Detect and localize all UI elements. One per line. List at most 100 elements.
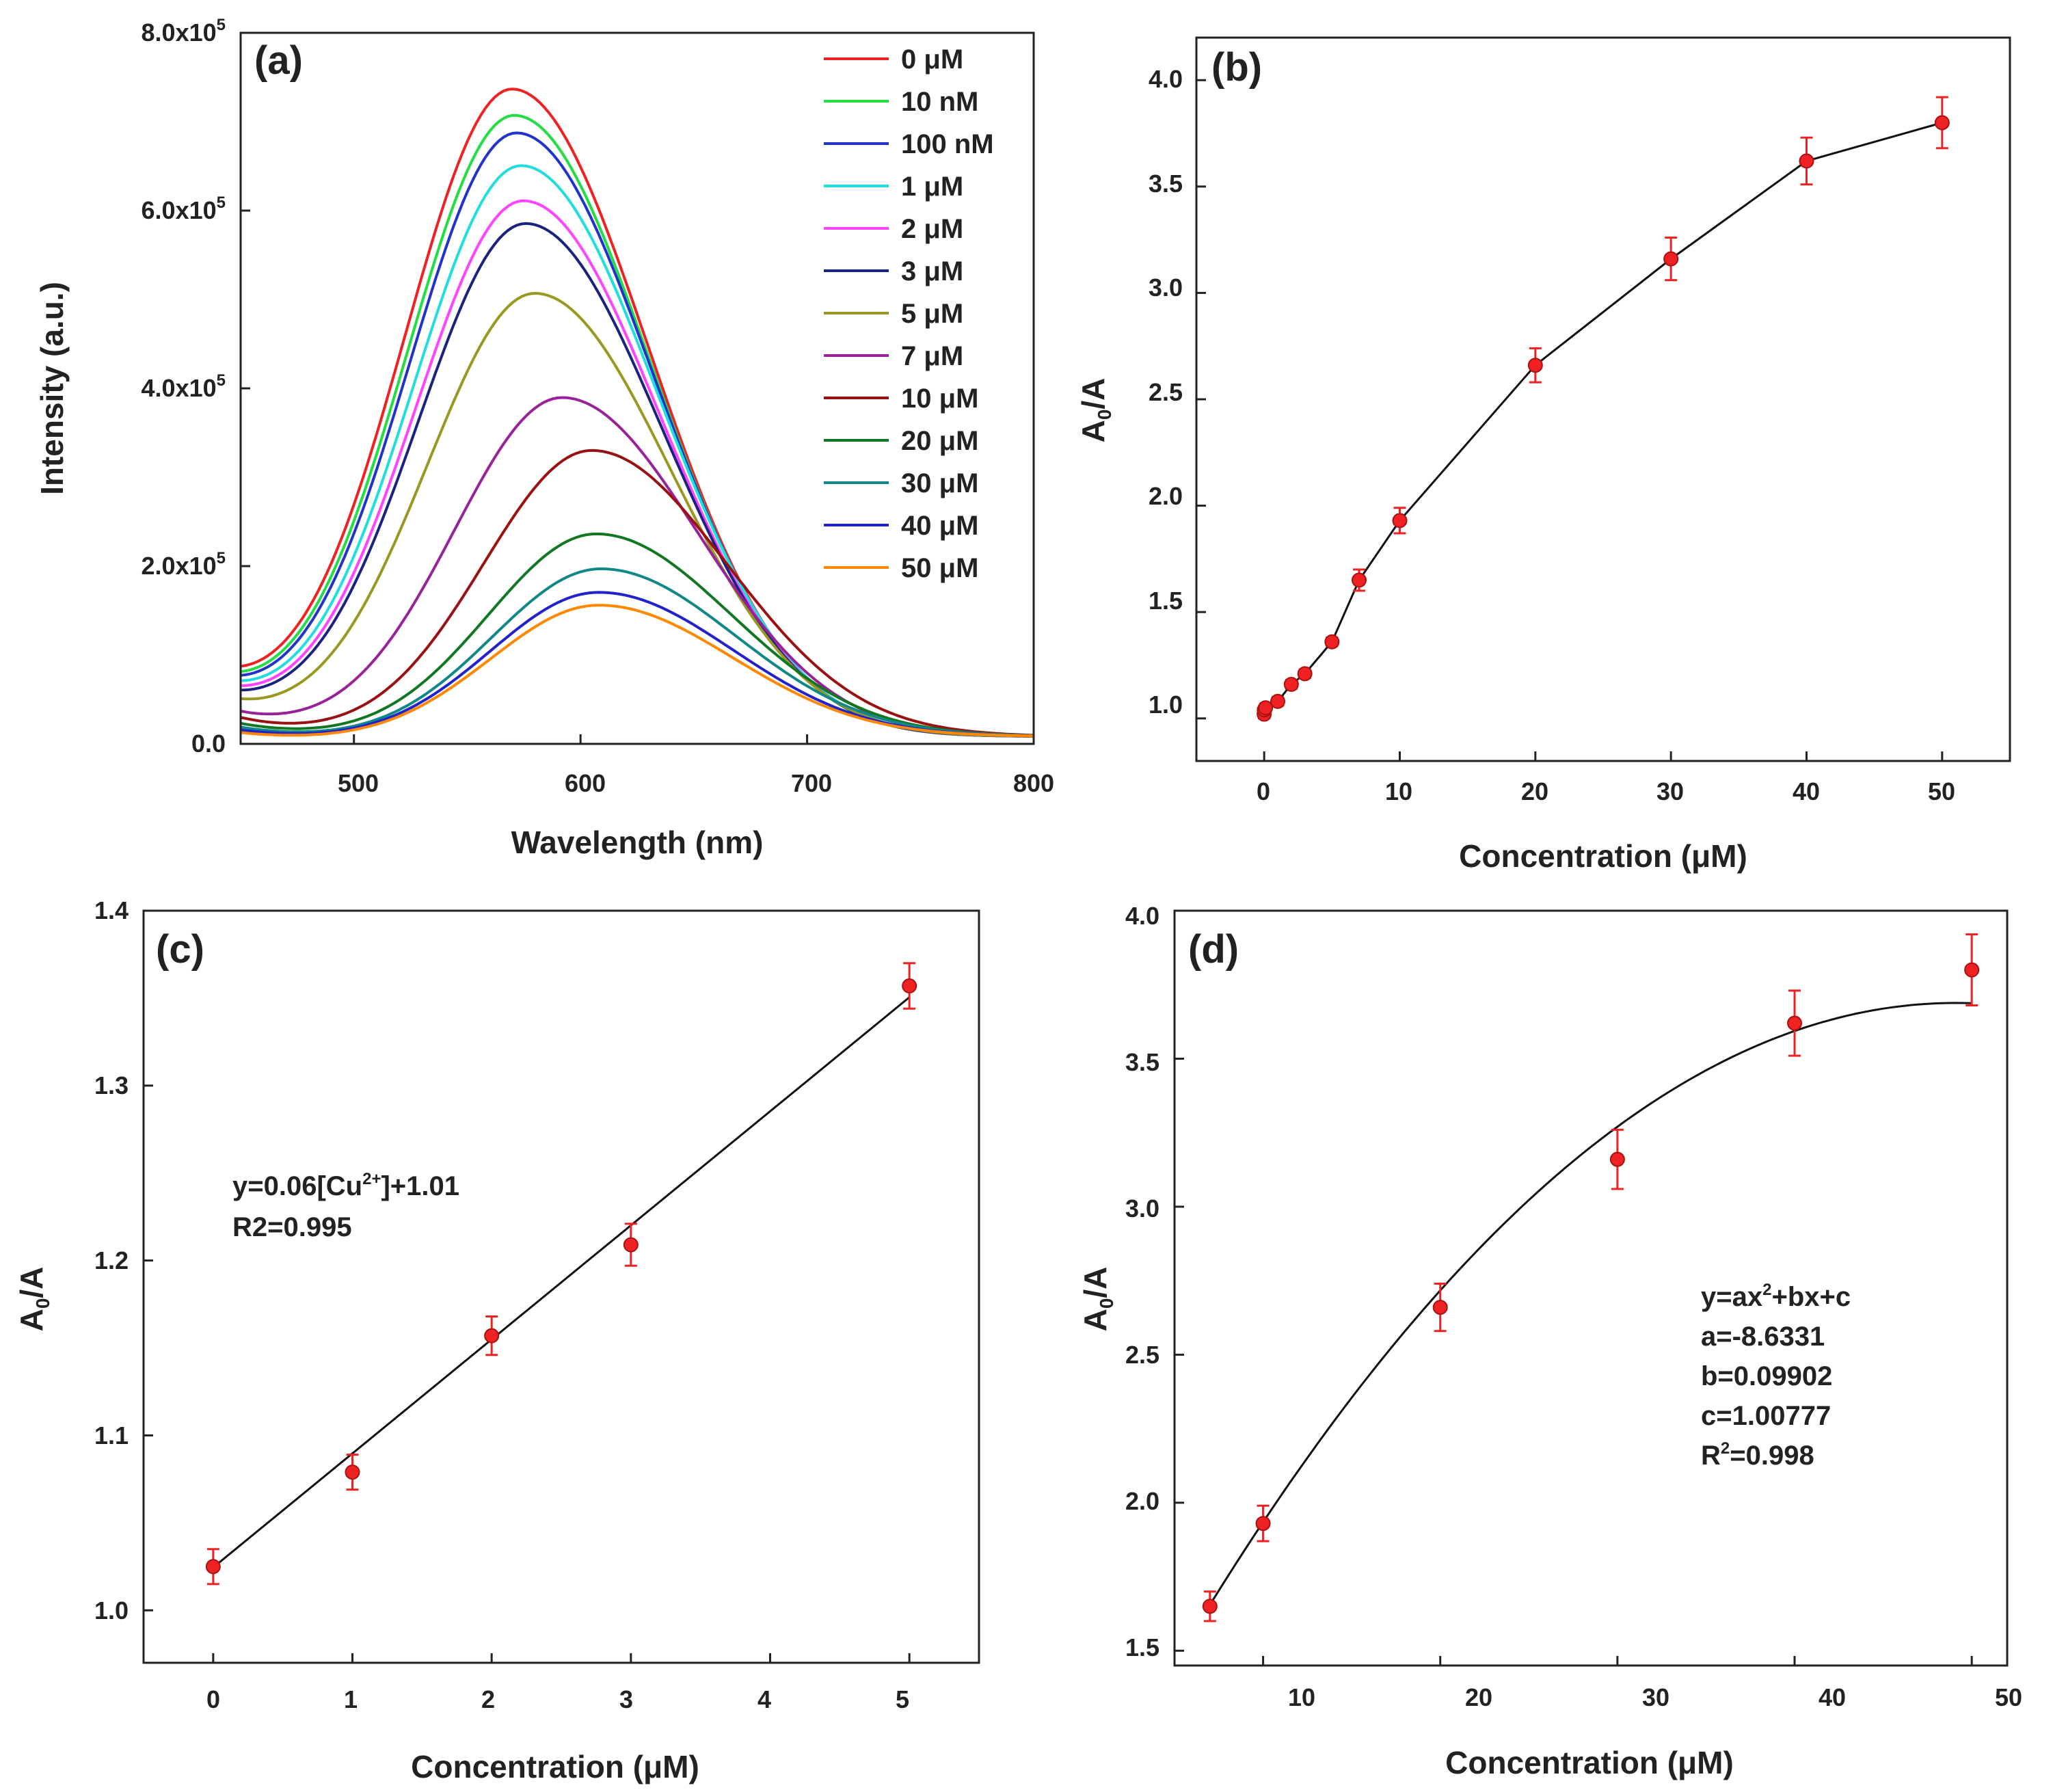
b-x-axis-label: Concentration (μM) (1459, 838, 1747, 874)
b-y-tick-label: 3.0 (1149, 273, 1183, 302)
legend-label: 40 μM (901, 511, 978, 541)
d-data-point (1787, 1015, 1803, 1031)
a-curves (240, 88, 1034, 738)
c-plot-frame (142, 909, 980, 1664)
b-y-tick-label: 1.0 (1149, 691, 1183, 719)
b-panel-label: (b) (1211, 45, 1262, 90)
c-x-tick-label: 3 (619, 1685, 633, 1713)
a-y-tick-label: 8.0x105 (142, 16, 226, 46)
panel-c: (c) Concentration (μM) A0/A y=0.06[Cu2+]… (14, 896, 980, 1784)
d-marks (1202, 933, 1980, 1622)
b-ticks (1196, 79, 1944, 761)
legend-label: 2 μM (901, 214, 963, 244)
d-fit-a: a=-8.6331 (1701, 1322, 1825, 1352)
d-fit-equation: y=ax2+bx+c (1701, 1281, 1851, 1312)
c-y-tick-label: 1.4 (94, 896, 129, 924)
c-x-tick-label: 2 (481, 1685, 495, 1713)
b-y-tick-label: 1.5 (1149, 587, 1183, 615)
legend-label: 1 μM (901, 172, 963, 202)
a-ticks (241, 31, 1035, 745)
b-data-point (1297, 666, 1313, 682)
c-data-point (623, 1237, 639, 1253)
legend-label: 20 μM (901, 426, 978, 456)
legend-label: 0 μM (901, 44, 963, 75)
b-data-point (1527, 358, 1543, 373)
b-data-point (1258, 700, 1274, 716)
b-data-point (1324, 634, 1340, 650)
c-panel-label: (c) (156, 927, 204, 972)
c-marks (205, 962, 917, 1586)
b-data-point (1283, 676, 1299, 692)
c-data-point (484, 1328, 500, 1343)
d-data-point (1964, 962, 1980, 978)
a-x-tick-label: 500 (338, 769, 379, 797)
c-x-tick-label: 5 (896, 1685, 909, 1713)
legend-label: 10 μM (901, 384, 978, 414)
b-x-tick-label: 10 (1385, 777, 1412, 805)
d-x-tick-label: 30 (1642, 1683, 1669, 1711)
d-y-tick-label: 1.5 (1125, 1633, 1159, 1661)
a-panel-label: (a) (254, 38, 303, 83)
legend-label: 5 μM (901, 299, 963, 329)
spectrum-line (240, 567, 1034, 737)
a-y-tick-label: 2.0x105 (142, 549, 226, 580)
legend-label: 30 μM (901, 468, 978, 498)
b-x-tick-label: 50 (1928, 777, 1955, 805)
d-y-tick-label: 2.0 (1125, 1487, 1159, 1515)
c-y-axis-label: A0/A (14, 1267, 53, 1332)
panel-a: (a) Wavelength (nm) Intensity (a.u.) 500… (34, 16, 1054, 860)
d-fit-b: b=0.09902 (1701, 1361, 1832, 1391)
b-marks (1257, 96, 1950, 722)
c-data-point (902, 978, 917, 993)
c-x-axis-label: Concentration (μM) (411, 1749, 699, 1784)
legend-label: 3 μM (901, 256, 963, 286)
b-data-point (1352, 572, 1367, 588)
d-y-tick-label: 3.0 (1125, 1194, 1159, 1222)
d-plot-frame (1173, 909, 2009, 1667)
spectrum-line (240, 604, 1034, 738)
c-fit-r2: R2=0.995 (232, 1212, 352, 1242)
c-y-tick-label: 1.0 (94, 1596, 129, 1624)
legend-label: 100 nM (901, 129, 994, 159)
c-data-point (345, 1465, 360, 1480)
d-fit-c: c=1.00777 (1701, 1401, 1831, 1431)
a-y-axis-label: Intensity (a.u.) (34, 282, 70, 495)
c-y-tick-label: 1.1 (94, 1421, 129, 1449)
legend-label: 10 nM (901, 87, 978, 117)
b-data-point (1799, 153, 1814, 169)
b-y-tick-label: 2.5 (1149, 378, 1183, 406)
a-y-tick-label: 0.0 (191, 730, 226, 758)
b-x-tick-label: 40 (1793, 777, 1820, 805)
b-x-tick-label: 0 (1257, 777, 1270, 805)
a-x-tick-label: 600 (565, 769, 606, 797)
d-data-point (1432, 1300, 1448, 1315)
a-legend: 0 μM 10 nM 100 nM 1 μM 2 μM 3 μM 5 μM 7 … (824, 44, 994, 583)
d-data-point (1255, 1516, 1271, 1532)
b-x-tick-label: 30 (1656, 777, 1684, 805)
b-y-tick-label: 3.5 (1149, 170, 1183, 198)
c-fit-line (212, 996, 911, 1568)
d-fit-curve (1209, 1002, 1972, 1605)
c-x-tick-label: 1 (344, 1685, 358, 1713)
d-fit-r2: R2=0.998 (1701, 1439, 1814, 1471)
c-data-point (205, 1559, 221, 1575)
d-y-tick-label: 2.5 (1125, 1341, 1159, 1369)
spectrum-line (240, 449, 1034, 737)
c-x-tick-label: 0 (206, 1685, 220, 1713)
d-data-point (1202, 1599, 1218, 1614)
d-x-axis-label: Concentration (μM) (1445, 1745, 1734, 1780)
panel-b: (b) Concentration (μM) A0/A 0 10 20 30 4… (1075, 36, 2011, 874)
d-y-tick-label: 4.0 (1125, 902, 1159, 930)
d-x-tick-label: 10 (1288, 1683, 1315, 1711)
b-data-point (1663, 251, 1679, 267)
c-x-tick-label: 4 (757, 1685, 771, 1713)
d-x-tick-label: 40 (1819, 1683, 1846, 1711)
a-y-tick-label: 6.0x105 (142, 193, 226, 224)
spectrum-line (240, 533, 1034, 737)
b-data-point (1934, 115, 1950, 131)
a-x-axis-label: Wavelength (nm) (511, 825, 764, 860)
d-y-axis-label: A0/A (1077, 1267, 1117, 1332)
a-y-tick-label: 4.0x105 (142, 371, 226, 402)
b-data-point (1270, 693, 1285, 709)
